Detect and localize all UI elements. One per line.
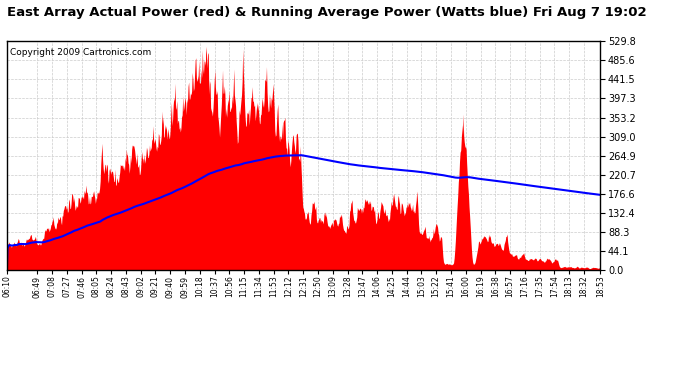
Text: East Array Actual Power (red) & Running Average Power (Watts blue) Fri Aug 7 19:: East Array Actual Power (red) & Running …: [7, 6, 647, 19]
Text: Copyright 2009 Cartronics.com: Copyright 2009 Cartronics.com: [10, 48, 151, 57]
